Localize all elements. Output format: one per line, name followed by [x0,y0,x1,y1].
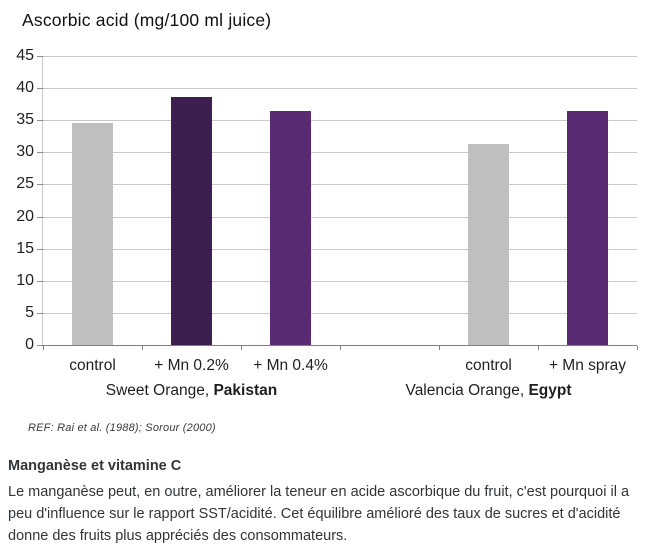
y-axis-label: 20 [16,208,34,225]
y-axis-label: 10 [16,272,34,289]
x-tick-mark [241,346,242,350]
y-tick-mark [37,88,43,89]
footer-paragraph: Le manganèse peut, en outre, améliorer l… [8,484,630,544]
y-tick-mark [37,120,43,121]
y-tick-mark [37,56,43,57]
bar [72,123,113,345]
x-category-label: + Mn 0.2% [154,357,229,374]
y-tick-mark [37,184,43,185]
x-category-label: + Mn spray [548,357,627,374]
x-tick-mark [43,346,44,350]
gridline [43,313,637,314]
x-group-label: Valencia Orange, Egypt [340,381,637,400]
x-category-label: control [465,357,512,374]
gridline [43,88,637,89]
plot-area: control + Mn 0.2% + Mn 0.4% control + Mn spr… [37,56,638,399]
y-axis-labels: 0 5 10 15 20 25 30 35 40 45 [0,47,34,353]
y-tick-mark [37,249,43,250]
gridline [43,152,637,153]
reference-note: REF: Rai et al. (1988); Sorour (2000) [28,422,216,434]
y-tick-mark [37,313,43,314]
y-axis-label: 5 [25,304,34,321]
x-tick-mark [538,346,539,350]
y-axis-label: 15 [16,240,34,257]
gridline [43,281,637,282]
footer-heading: Manganèse et vitamine C [8,458,182,474]
y-tick-mark [37,217,43,218]
y-tick-mark [37,152,43,153]
bar [171,97,212,345]
x-tick-mark [637,346,638,350]
bar [468,144,509,345]
group-label-region: Valencia Orange, [405,382,529,399]
y-axis-label: 0 [25,336,34,353]
gridline [43,56,637,57]
bar [270,111,311,345]
x-category-label: + Mn 0.4% [253,357,328,374]
x-group-label: Sweet Orange, Pakistan [43,381,340,400]
group-label-country: Egypt [528,382,572,399]
bar [567,111,608,345]
gridline [43,184,637,185]
x-tick-mark [340,346,341,350]
x-tick-mark [142,346,143,350]
y-tick-mark [37,281,43,282]
gridline [43,249,637,250]
y-axis-label: 35 [16,111,34,128]
chart-title: Ascorbic acid (mg/100 ml juice) [22,10,272,30]
gridline [43,120,637,121]
y-axis-label: 40 [16,79,34,96]
group-label-country: Pakistan [213,382,278,399]
group-label-region: Sweet Orange, [105,382,214,399]
y-axis-label: 30 [16,143,34,160]
gridline [43,217,637,218]
x-tick-mark [439,346,440,350]
y-tick-mark [37,345,43,346]
y-axis-label: 45 [16,47,34,64]
y-axis-label: 25 [16,175,34,192]
x-category-label: control [69,357,116,374]
